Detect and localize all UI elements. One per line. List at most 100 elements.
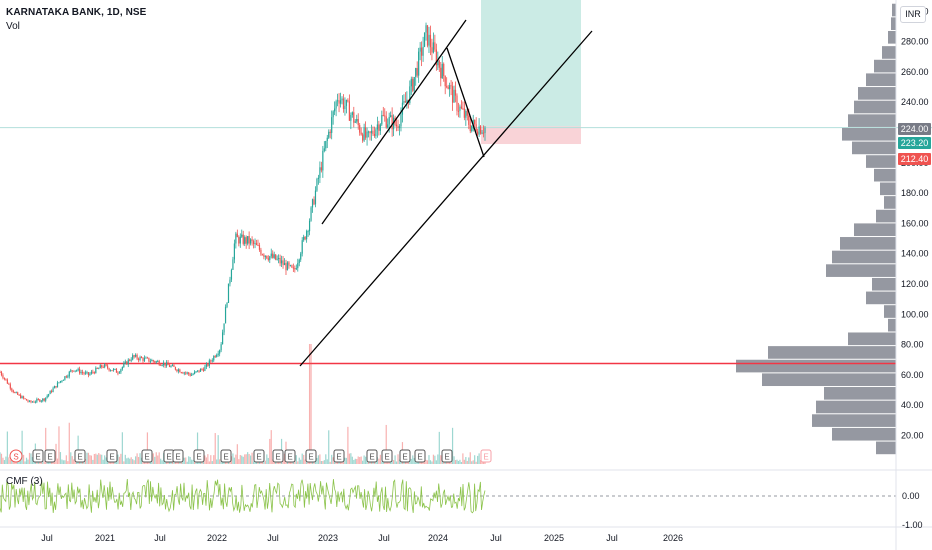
event-marker-label: E [336, 453, 341, 462]
candle-body [90, 371, 92, 374]
candle-body [364, 127, 367, 138]
candle-body [440, 67, 442, 79]
candle-body [425, 25, 427, 33]
candle-body [450, 85, 452, 87]
candle-body [372, 130, 374, 135]
earnings-marker[interactable] [220, 449, 232, 463]
volume-bar [304, 459, 306, 464]
candle-body [2, 375, 4, 379]
volume-bar [98, 453, 100, 464]
currency-button[interactable]: INR [900, 6, 926, 23]
candle-body [278, 257, 280, 259]
channel-upper-line[interactable] [321, 19, 467, 225]
volume-bar [359, 457, 361, 464]
candle-body [423, 32, 426, 47]
volume-bar [413, 458, 415, 464]
candle-body [165, 362, 168, 366]
candle-body [354, 121, 356, 123]
volume-bar [210, 455, 212, 464]
candle-body [481, 132, 483, 134]
earnings-marker[interactable] [333, 449, 345, 463]
earnings-marker[interactable] [193, 449, 205, 463]
candle-body [115, 368, 118, 373]
candle-body [270, 253, 272, 257]
earnings-marker[interactable] [253, 449, 265, 463]
volume-bar [379, 454, 381, 464]
volume-bar [472, 460, 474, 464]
wedge-line[interactable] [446, 47, 485, 158]
candle-body [45, 397, 47, 401]
cmf-zero-label: 0.00 [902, 491, 920, 501]
candle-body [247, 236, 249, 244]
earnings-marker[interactable] [74, 449, 86, 463]
volume-bar [107, 461, 109, 464]
candle-body [310, 207, 312, 221]
volume-bar [438, 431, 440, 464]
event-marker-label: E [256, 453, 261, 462]
volume-profile-bar [832, 250, 896, 264]
earnings-marker[interactable] [106, 449, 118, 463]
earnings-marker[interactable] [141, 449, 153, 463]
candle-body [18, 394, 20, 396]
volume-bar [347, 426, 349, 464]
candle-body [229, 279, 231, 284]
volume-bar [183, 457, 185, 464]
candle-body [313, 199, 315, 205]
price-axis-label: 180.00 [901, 188, 929, 198]
candle-body [385, 116, 387, 128]
candle-body [266, 255, 268, 259]
earnings-marker[interactable] [284, 449, 296, 463]
stop-price-label: 212.40 [898, 153, 931, 165]
volume-bar [466, 460, 468, 464]
event-marker-label: E [166, 453, 171, 462]
volume-bar [155, 452, 157, 464]
candle-body [99, 365, 101, 369]
candle-body [202, 369, 205, 371]
candle-body [447, 86, 449, 90]
candle-body [198, 370, 200, 372]
candle-body [232, 259, 234, 270]
earnings-marker[interactable] [414, 449, 426, 463]
event-marker-label: E [287, 453, 292, 462]
earnings-marker[interactable] [381, 449, 393, 463]
candle-body [79, 368, 81, 374]
candle-body [135, 354, 137, 357]
candle-body [211, 360, 213, 362]
volume-bar [322, 460, 324, 464]
channel-lower-line[interactable] [299, 30, 593, 367]
candle-body [149, 361, 151, 363]
earnings-marker[interactable] [366, 449, 378, 463]
earnings-marker[interactable] [441, 449, 453, 463]
volume-bar [214, 433, 216, 464]
candle-body [347, 99, 349, 102]
earnings-marker[interactable] [44, 449, 56, 463]
earnings-marker[interactable] [480, 449, 492, 463]
volume-bar [126, 458, 128, 464]
split-marker[interactable] [9, 449, 23, 463]
event-marker-label: E [275, 453, 280, 462]
volume-bar [367, 461, 370, 464]
candle-body [345, 99, 348, 106]
volume-bar [453, 456, 455, 464]
earnings-marker[interactable] [305, 449, 317, 463]
price-axis-label: 60.00 [901, 370, 924, 380]
earnings-marker[interactable] [272, 449, 284, 463]
candle-body [201, 368, 203, 370]
earnings-marker[interactable] [399, 449, 411, 463]
candle-body [370, 130, 373, 134]
candle-body [182, 372, 184, 374]
symbol-title[interactable]: KARNATAKA BANK, 1D, NSE [6, 7, 147, 18]
earnings-marker[interactable] [32, 449, 44, 463]
earnings-marker[interactable] [172, 449, 184, 463]
candle-body [435, 49, 437, 66]
candle-body [121, 366, 123, 370]
candle-body [297, 262, 299, 269]
candle-body [6, 379, 8, 384]
candle-body [421, 47, 423, 56]
volume-bar [104, 455, 106, 464]
candle-body [95, 367, 97, 374]
volume-bar [105, 457, 107, 464]
candle-body [292, 267, 294, 269]
volume-bar [388, 461, 390, 464]
